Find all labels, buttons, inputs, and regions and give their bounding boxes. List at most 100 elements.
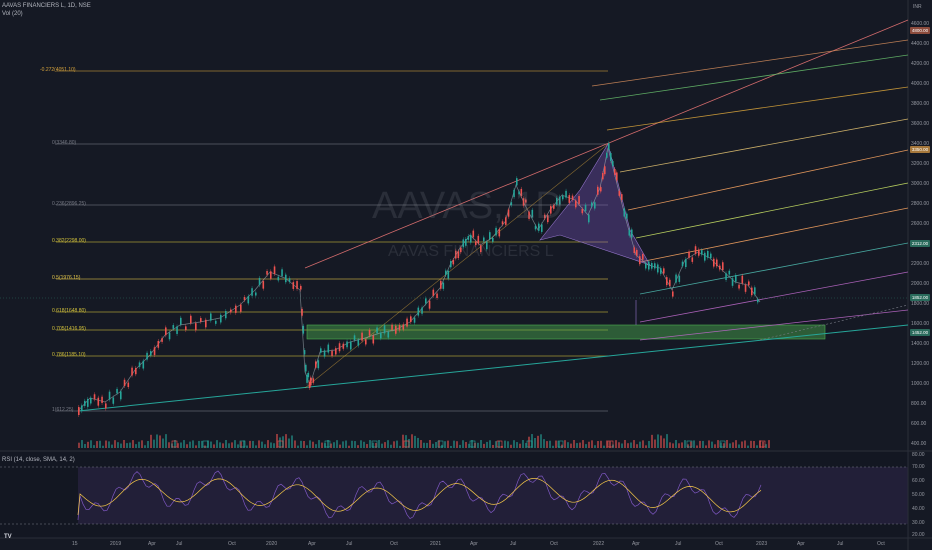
volume-bar [228, 443, 230, 448]
time-tick: 2019 [110, 541, 122, 547]
volume-bar [264, 444, 266, 448]
time-tick: Jul [675, 541, 682, 547]
volume-bar [618, 442, 620, 448]
volume-bar [723, 443, 725, 448]
price-tick: 4200.00 [911, 61, 930, 67]
volume-bar [81, 440, 83, 448]
volume-bar [405, 435, 407, 448]
time-tick: Apr [470, 541, 478, 547]
volume-bar [468, 443, 470, 448]
volume-bar [360, 440, 362, 448]
volume-bar [105, 440, 107, 448]
fan-line [627, 149, 909, 211]
price-tick: 2200.00 [911, 261, 930, 267]
volume-bar [165, 434, 167, 448]
volume-bar [549, 440, 551, 448]
price-tick: 2000.00 [911, 281, 930, 287]
event-marker [719, 440, 726, 448]
rsi-indicator-label[interactable]: RSI (14, close, SMA, 14, 2) [2, 457, 75, 463]
volume-bar [720, 442, 722, 448]
volume-bar [84, 444, 86, 448]
volume-bar [750, 440, 752, 448]
event-marker [526, 440, 533, 448]
fib-level-label: 0.705(1416.95) [52, 326, 86, 332]
volume-bar [744, 440, 746, 448]
volume-bar [678, 443, 680, 448]
volume-bar [429, 440, 431, 448]
volume-bar [390, 444, 392, 448]
time-tick: Apr [148, 541, 156, 547]
volume-bar [243, 440, 245, 448]
rsi-tick: 70.00 [912, 464, 925, 470]
symbol-title[interactable]: AAVAS FINANCIERS L, 1D, NSE [2, 3, 91, 9]
volume-bar [183, 440, 185, 448]
volume-bar [633, 440, 635, 448]
volume-bar [213, 444, 215, 448]
volume-indicator-label[interactable]: Vol (20) [2, 11, 23, 17]
event-marker [557, 440, 564, 448]
volume-bar [312, 441, 314, 448]
price-tick: 1000.00 [911, 381, 930, 387]
volume-bar [609, 441, 611, 448]
volume-bar [615, 440, 617, 448]
volume-bar [240, 441, 242, 448]
volume-bar [444, 441, 446, 448]
volume-bar [366, 444, 368, 448]
volume-bar [639, 441, 641, 448]
volume-bar [768, 440, 770, 448]
volume-bar [453, 440, 455, 448]
volume-bar [138, 441, 140, 448]
volume-bar [393, 441, 395, 448]
volume-bar [729, 443, 731, 448]
rsi-tick: 80.00 [912, 452, 925, 458]
volume-bar [663, 438, 665, 448]
fib-level-label: 0.618(1648.80) [52, 308, 86, 314]
volume-bar [327, 440, 329, 448]
volume-bar [156, 434, 158, 448]
volume-bar [504, 440, 506, 448]
time-tick: Jul [346, 541, 353, 547]
fib-level-label: -0.272(4051.10) [40, 67, 76, 73]
rsi-tick: 60.00 [912, 478, 925, 484]
price-tick: 1600.00 [911, 321, 930, 327]
time-tick: Oct [877, 541, 885, 547]
volume-bar [432, 443, 434, 448]
fan-line [639, 242, 909, 295]
volume-bar [492, 444, 494, 448]
volume-bar [195, 445, 197, 448]
volume-bar [756, 445, 758, 448]
volume-bar [354, 441, 356, 448]
volume-bar [459, 444, 461, 448]
volume-bar [426, 442, 428, 448]
volume-bar [570, 443, 572, 448]
time-tick: Jul [837, 541, 844, 547]
fan-line [619, 118, 909, 173]
volume-bar [363, 441, 365, 448]
time-tick: 15 [72, 541, 78, 547]
tradingview-logo[interactable]: TV [4, 534, 12, 540]
volume-bar [447, 440, 449, 448]
price-tick: 3400.00 [911, 141, 930, 147]
volume-bar [420, 440, 422, 448]
volume-bar [279, 437, 281, 448]
price-tick: 4400.00 [911, 41, 930, 47]
volume-bar [552, 445, 554, 448]
event-marker [759, 440, 766, 448]
time-tick: Apr [632, 541, 640, 547]
time-tick: 2022 [593, 541, 605, 547]
volume-bar [375, 443, 377, 448]
volume-bar [714, 444, 716, 448]
price-tick: 2600.00 [911, 221, 930, 227]
rsi-sma-line [77, 478, 762, 516]
price-tag: 1452.00 [910, 329, 930, 336]
volume-bar [402, 434, 404, 448]
price-tick: 800.00 [911, 401, 927, 407]
support-zone [306, 324, 826, 340]
volume-bar [516, 442, 518, 448]
volume-bar [288, 438, 290, 448]
volume-bar [273, 443, 275, 448]
volume-bar [129, 442, 131, 448]
volume-bar [96, 441, 98, 448]
fib-level-label: 0.236(2896.25) [52, 201, 86, 207]
